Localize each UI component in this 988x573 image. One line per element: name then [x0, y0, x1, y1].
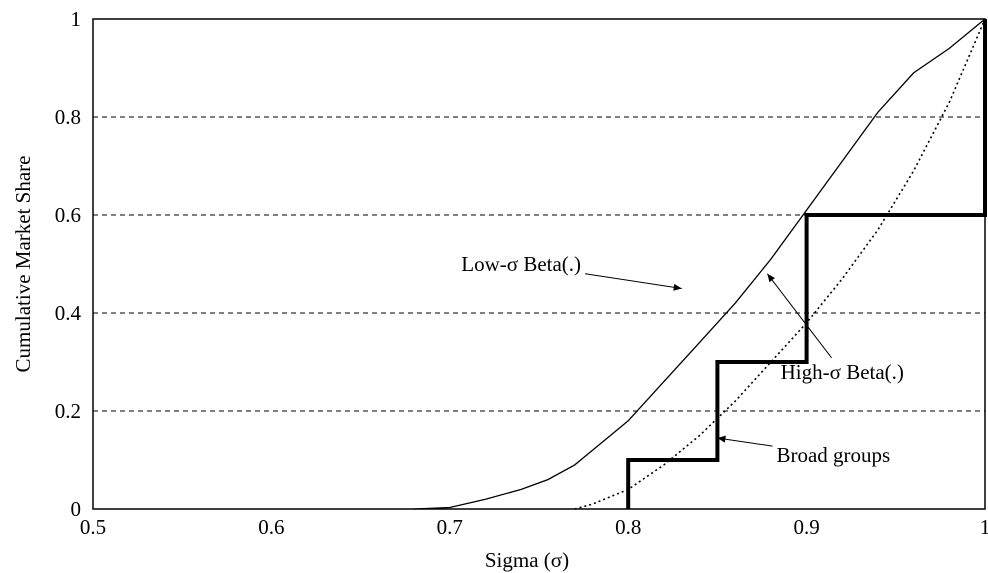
x-tick-label: 0.8 [615, 515, 641, 539]
y-tick-label: 0.4 [55, 301, 82, 325]
tick-labels: 0.5 0.6 0.7 0.8 0.9 1 0 0.2 0.4 0.6 0.8 1 [55, 7, 988, 539]
y-tick-label: 0.2 [55, 399, 81, 423]
annotation-label: Broad groups [776, 443, 890, 467]
annotations: Low-σ Beta(.) High-σ Beta(.) Broad groups [461, 252, 904, 467]
y-tick-label: 0.8 [55, 105, 81, 129]
annotation-arrow [766, 273, 832, 359]
annotation-arrowhead [673, 283, 682, 291]
annotation-arrowhead [767, 273, 775, 283]
annotation-arrowhead [717, 435, 726, 443]
grid-lines [93, 116, 985, 412]
annotation-label: Low-σ Beta(.) [461, 252, 581, 276]
annotation-label: High-σ Beta(.) [781, 360, 904, 384]
series-line-2 [574, 18, 986, 510]
series-line-3 [626, 19, 987, 509]
series-line-1 [414, 18, 986, 510]
annotation-arrow [717, 437, 773, 447]
y-tick-label: 1 [71, 7, 82, 31]
series-layer [414, 18, 987, 510]
y-tick-label: 0.6 [55, 203, 81, 227]
x-tick-label: 0.7 [437, 515, 463, 539]
plot-frame [92, 18, 986, 510]
x-tick-label: 1 [980, 515, 988, 539]
x-tick-label: 0.9 [793, 515, 819, 539]
y-axis-title: Cumulative Market Share [11, 156, 35, 373]
x-tick-label: 0.5 [80, 515, 106, 539]
annotation-arrow [584, 273, 682, 289]
x-tick-label: 0.6 [258, 515, 284, 539]
x-axis-title: Sigma (σ) [485, 548, 569, 572]
y-tick-label: 0 [71, 497, 82, 521]
